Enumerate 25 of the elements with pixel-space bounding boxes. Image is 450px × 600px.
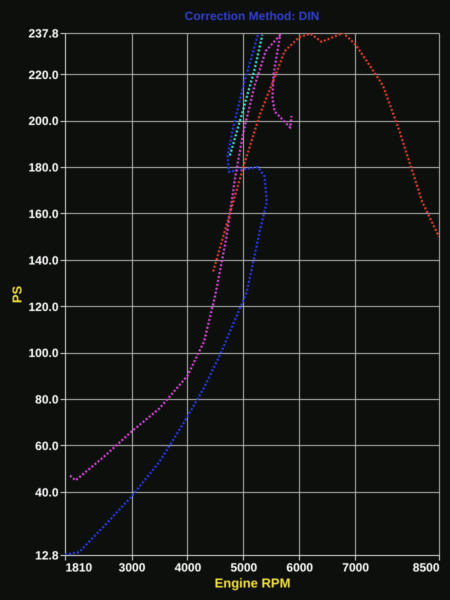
y-tick-label: 100.0 <box>28 346 59 360</box>
x-tick-label: 7000 <box>342 560 370 574</box>
y-tick-label: 12.8 <box>35 548 59 562</box>
y-tick-label: 140.0 <box>28 253 59 268</box>
line-series <box>228 34 264 157</box>
y-tick-label: 200.0 <box>28 114 59 128</box>
line-series <box>68 34 293 482</box>
x-tick-label: 8500 <box>412 560 440 574</box>
x-tick-label: 3000 <box>118 560 146 574</box>
x-axis-title: Engine RPM <box>214 576 290 590</box>
y-tick-label: 40.0 <box>35 485 59 500</box>
x-tick-label: 5000 <box>230 560 258 574</box>
y-tick-label: 120.0 <box>28 300 59 314</box>
x-tick-label: 6000 <box>286 560 314 574</box>
chart-title: Correction Method: DIN <box>184 9 320 23</box>
y-axis-title: PS <box>9 286 24 304</box>
line-series <box>212 33 439 273</box>
x-tick-label: 1810 <box>66 560 93 574</box>
y-tick-label: 180.0 <box>28 160 59 175</box>
y-tick-label: 60.0 <box>35 438 59 453</box>
x-tick-label: 4000 <box>174 560 202 574</box>
y-tick-label: 160.0 <box>28 206 59 221</box>
y-tick-label: 80.0 <box>35 392 59 407</box>
y-tick-label: 237.8 <box>28 26 59 40</box>
y-tick-label: 220.0 <box>28 68 59 82</box>
